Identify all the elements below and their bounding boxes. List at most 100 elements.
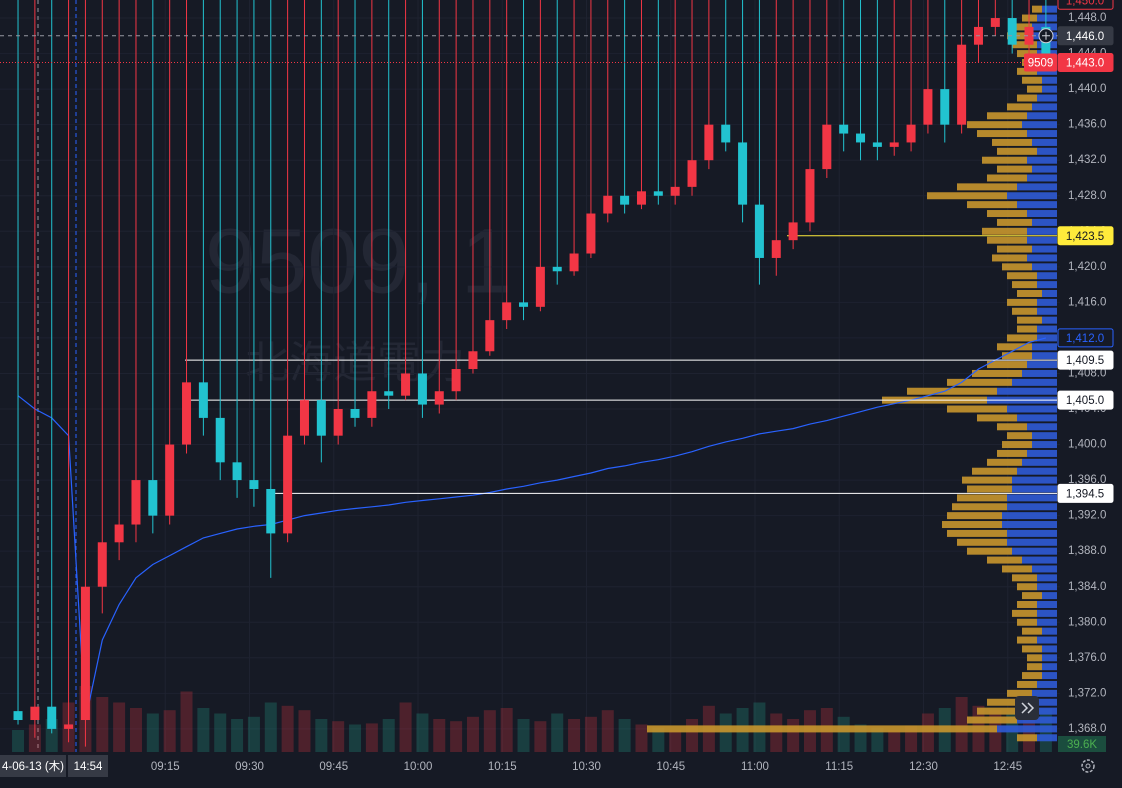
profile-up xyxy=(987,556,1022,564)
candle-body xyxy=(1024,26,1034,45)
y-tick-label: 1,408.0 xyxy=(1068,367,1106,379)
candle-body xyxy=(468,351,478,370)
volume-bar xyxy=(466,716,479,752)
candle-body xyxy=(670,186,680,196)
profile-up xyxy=(947,405,1007,413)
profile-down xyxy=(1022,556,1057,564)
candle-body xyxy=(30,706,40,721)
candle-body xyxy=(822,124,832,170)
profile-up xyxy=(1017,636,1037,644)
profile-down xyxy=(1037,609,1057,617)
profile-up xyxy=(1012,41,1037,49)
settings-button[interactable] xyxy=(1081,759,1095,773)
volume-bar xyxy=(787,719,800,752)
candle-body xyxy=(350,409,360,418)
volume-bar xyxy=(12,730,25,752)
candle-body xyxy=(957,44,967,125)
profile-up xyxy=(957,183,1017,191)
profile-down xyxy=(1042,5,1057,13)
profile-up xyxy=(907,387,997,395)
candle-body xyxy=(333,409,343,436)
profile-up xyxy=(1022,645,1042,653)
level-tag-box xyxy=(1057,350,1114,370)
y-tick-label: 1,388.0 xyxy=(1068,545,1106,557)
level-tag: 1,394.5 xyxy=(1066,488,1104,500)
profile-up xyxy=(957,494,1007,502)
candle-body xyxy=(704,124,714,161)
x-tick-label: 09:45 xyxy=(319,761,348,773)
candle-body xyxy=(586,213,596,254)
candle-body xyxy=(114,524,124,543)
profile-down xyxy=(1007,494,1057,502)
level-tag-box xyxy=(1057,226,1114,246)
candle-body xyxy=(805,169,815,223)
candle-body xyxy=(502,302,512,321)
symbol-tag-box xyxy=(1024,53,1057,72)
crosshair-tag-box xyxy=(1057,26,1114,46)
volume-bar xyxy=(349,724,362,752)
profile-up xyxy=(987,361,1027,369)
x-tick-label: 10:30 xyxy=(572,761,601,773)
profile-up xyxy=(1017,289,1042,297)
profile-up xyxy=(1007,334,1037,342)
high-tag-box xyxy=(1057,0,1114,10)
profile-up xyxy=(1017,618,1037,626)
profile-down xyxy=(1032,432,1057,440)
profile-down xyxy=(1032,689,1057,697)
profile-up xyxy=(1017,680,1037,688)
profile-up xyxy=(1017,94,1037,102)
profile-down xyxy=(1027,174,1057,182)
profile-down xyxy=(1017,716,1057,724)
profile-up xyxy=(942,521,1002,529)
profile-down xyxy=(1027,130,1057,138)
profile-up xyxy=(987,458,1022,466)
profile-down xyxy=(1012,485,1057,493)
profile-up xyxy=(967,201,1017,209)
x-tick-label: 12:30 xyxy=(909,761,938,773)
profile-up xyxy=(982,227,1027,235)
profile-down xyxy=(1027,698,1057,706)
profile-up xyxy=(1022,672,1042,680)
candle-body xyxy=(485,320,495,352)
profile-down xyxy=(1037,14,1057,22)
profile-up xyxy=(647,725,997,733)
profile-down xyxy=(1002,521,1057,529)
price-axis xyxy=(1060,0,1122,752)
volume-bar xyxy=(214,713,227,752)
profile-up xyxy=(952,503,1007,511)
volume-bar xyxy=(770,713,783,752)
profile-up xyxy=(972,467,1017,475)
volume-bar xyxy=(955,697,968,752)
profile-up xyxy=(1002,565,1032,573)
profile-up xyxy=(997,449,1027,457)
crosshair-time-box xyxy=(68,755,108,777)
candle-body xyxy=(906,124,916,143)
candle-body xyxy=(198,382,208,418)
candle-body xyxy=(148,480,158,516)
candle-body xyxy=(738,142,748,205)
profile-up xyxy=(1017,600,1037,608)
profile-down xyxy=(1022,121,1057,129)
profile-down xyxy=(1032,138,1057,146)
volume-bar xyxy=(399,702,412,752)
profile-down xyxy=(1042,76,1057,84)
profile-up xyxy=(997,147,1037,155)
profile-up xyxy=(982,156,1027,164)
profile-up xyxy=(957,538,1007,546)
volume-bar xyxy=(618,719,631,752)
profile-down xyxy=(1037,600,1057,608)
level-tag-box xyxy=(1057,483,1114,503)
profile-down xyxy=(997,725,1057,733)
y-tick-label: 1,432.0 xyxy=(1068,154,1106,166)
profile-down xyxy=(1037,307,1057,315)
candle-body xyxy=(182,382,192,445)
volume-bar xyxy=(96,697,109,752)
profile-down xyxy=(1022,707,1057,715)
profile-up xyxy=(992,254,1027,262)
last-price-tag-box xyxy=(1057,52,1114,72)
profile-down xyxy=(1027,156,1057,164)
candle-body xyxy=(721,124,731,143)
watermark: 9509, 1 xyxy=(205,210,512,312)
profile-down xyxy=(1037,298,1057,306)
level-tag: 1,423.5 xyxy=(1066,231,1104,243)
